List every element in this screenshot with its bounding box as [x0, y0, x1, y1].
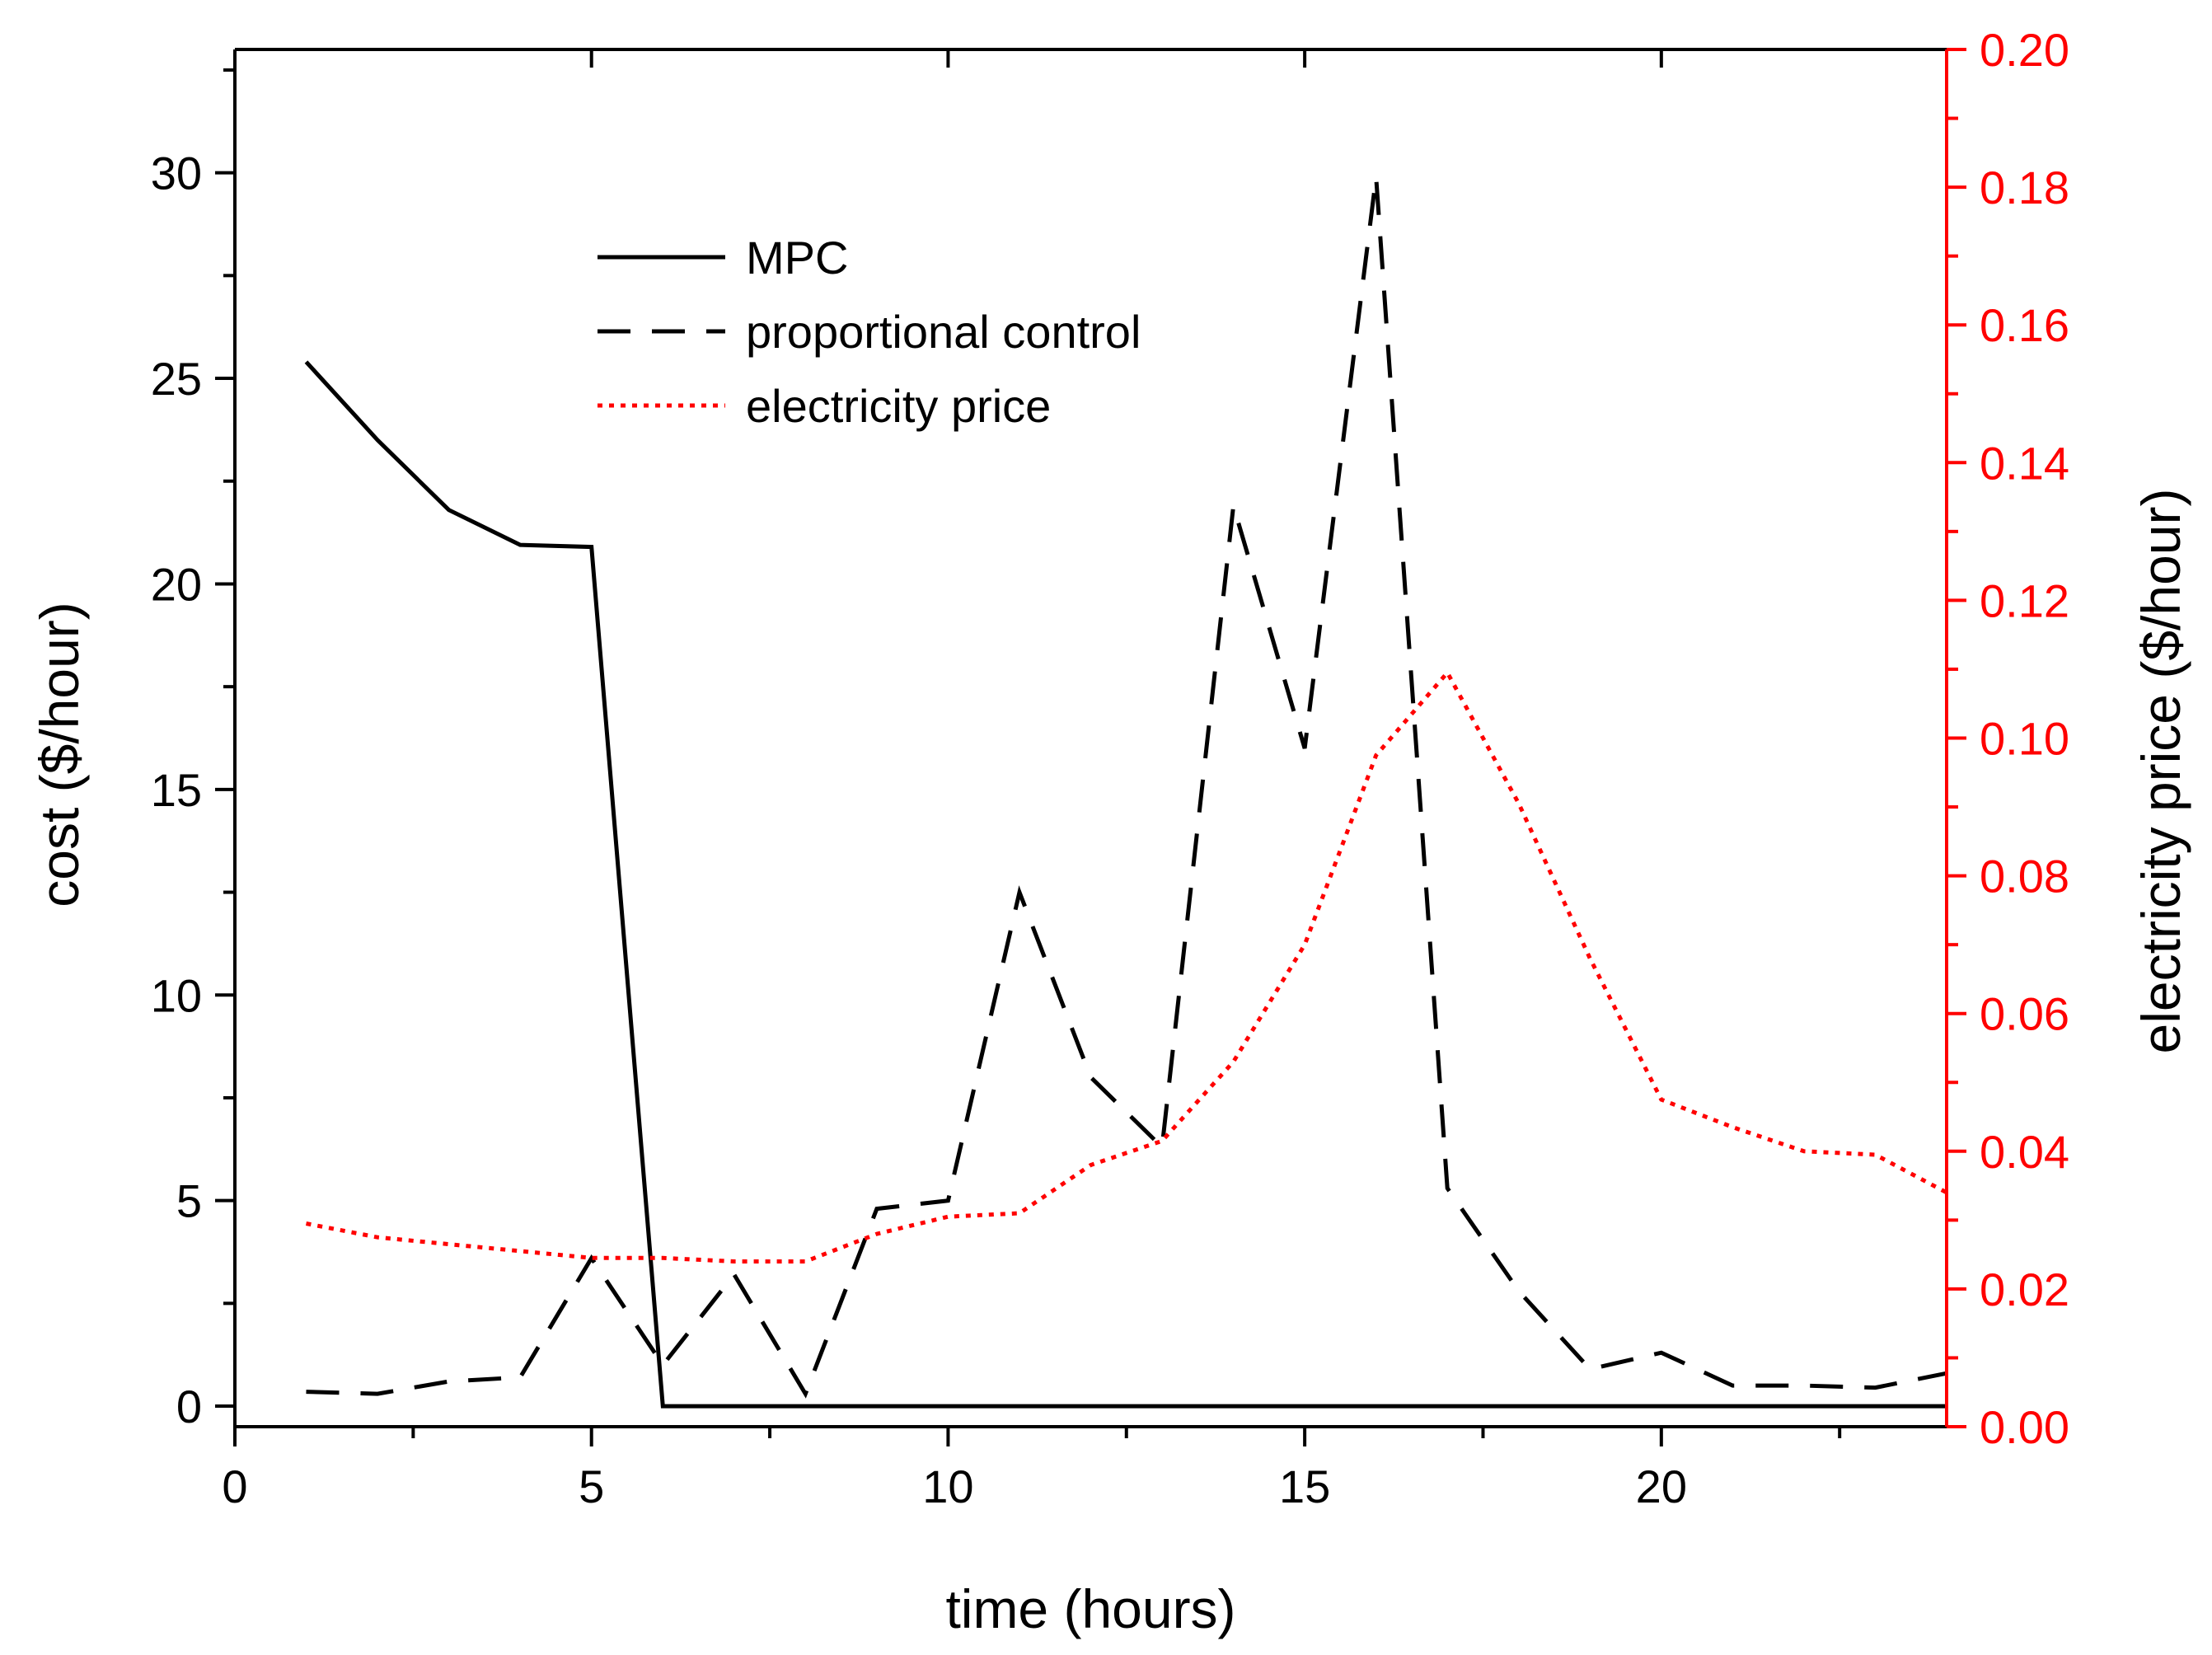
legend-label: electricity price: [746, 380, 1051, 432]
legend-label: proportional control: [746, 306, 1141, 358]
x-tick-label: 0: [222, 1460, 247, 1512]
y-tick-label: 25: [151, 353, 202, 405]
series-line-electricity-price: [306, 668, 1948, 1264]
y2-tick-label: 0.10: [1980, 713, 2069, 765]
x-tick-label: 5: [579, 1460, 604, 1512]
legend-label: MPC: [746, 232, 848, 284]
x-tick-label: 20: [1636, 1460, 1687, 1512]
y2-tick-label: 0.20: [1980, 24, 2069, 76]
y2-tick-label: 0.08: [1980, 851, 2069, 903]
x-axis-title: time (hours): [945, 1578, 1235, 1639]
y-tick-label: 20: [151, 558, 202, 610]
y-tick-label: 5: [176, 1175, 202, 1227]
y2-tick-label: 0.12: [1980, 574, 2069, 626]
y-tick-label: 15: [151, 764, 202, 816]
y2-tick-label: 0.16: [1980, 299, 2069, 351]
y2-tick-label: 0.06: [1980, 988, 2069, 1040]
y2-tick-label: 0.14: [1980, 437, 2069, 489]
y-axis-title: cost ($/hour): [29, 602, 90, 907]
plot-lines: [304, 176, 1948, 1409]
axes: 0 5 10 15 20 0 5 10 15 20 25 30 0.00 0.02 0.04 0.06 0.08…: [151, 24, 2069, 1512]
x-tick-label: 10: [922, 1460, 973, 1512]
legend: MPC proportional control electricity price: [598, 232, 1141, 432]
y-tick-label: 10: [151, 969, 202, 1021]
y2-tick-label: 0.18: [1980, 162, 2069, 213]
x-tick-label: 15: [1279, 1460, 1330, 1512]
y2-tick-label: 0.00: [1980, 1401, 2069, 1453]
y2-tick-label: 0.02: [1980, 1264, 2069, 1315]
series-line-mpc: [304, 360, 1947, 1409]
y2-tick-label: 0.04: [1980, 1126, 2069, 1178]
y2-axis-title: electricity price ($/hour): [2130, 489, 2191, 1054]
y-tick-label: 30: [151, 148, 202, 199]
y-tick-label: 0: [176, 1381, 202, 1432]
series-line-proportional-control: [306, 176, 1947, 1399]
